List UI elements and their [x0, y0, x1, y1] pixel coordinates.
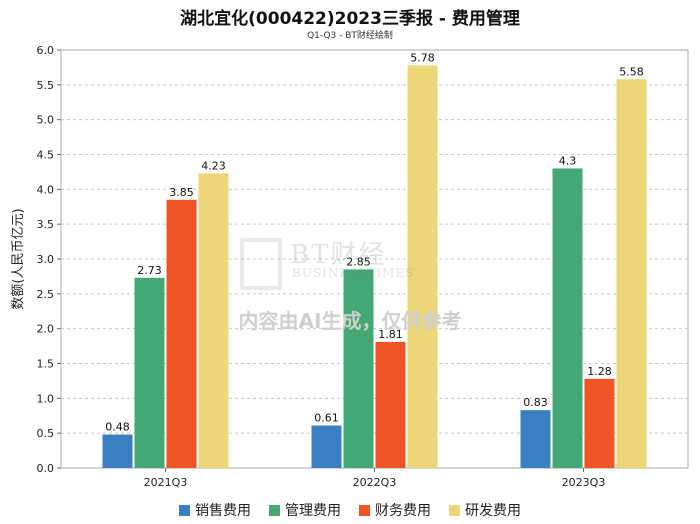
bt-logo-icon [240, 238, 282, 290]
y-tick-label: 2.5 [37, 288, 55, 301]
bar-value-label: 3.85 [169, 186, 194, 199]
y-axis-title: 数额(人民币亿元) [11, 208, 26, 309]
legend-swatch [449, 504, 460, 516]
legend-label: 管理费用 [285, 503, 341, 519]
legend-item: 研发费用 [449, 500, 521, 520]
bar [343, 269, 374, 468]
bar-value-label: 1.28 [587, 365, 612, 378]
y-tick-label: 4.5 [37, 149, 55, 162]
legend-label: 研发费用 [465, 503, 521, 519]
y-tick-label: 1.0 [37, 392, 55, 405]
bar-value-label: 1.81 [378, 328, 403, 341]
bar [198, 173, 229, 468]
bar [552, 168, 583, 468]
legend-swatch [179, 504, 190, 516]
bar-value-label: 0.48 [105, 421, 130, 434]
legend: 销售费用 管理费用 财务费用 研发费用 [0, 500, 700, 520]
bar [520, 410, 551, 468]
bar [166, 199, 197, 469]
x-tick-label: 2023Q3 [562, 476, 606, 489]
bar-value-label: 0.83 [523, 396, 548, 409]
bar [134, 277, 165, 468]
y-tick-label: 5.5 [37, 79, 55, 92]
bar-value-label: 2.85 [346, 255, 371, 268]
bar-value-label: 4.3 [559, 154, 577, 167]
bar-value-label: 2.73 [137, 264, 162, 277]
y-tick-label: 6.0 [37, 44, 55, 57]
y-tick-label: 0.5 [37, 427, 55, 440]
bar [375, 341, 406, 468]
ai-disclaimer: 内容由AI生成，仅供参考 [238, 309, 462, 333]
legend-item: 销售费用 [179, 500, 251, 520]
y-tick-label: 2.0 [37, 323, 55, 336]
x-tick-label: 2021Q3 [144, 476, 188, 489]
bar [102, 434, 133, 468]
bar [616, 79, 647, 468]
bar [407, 65, 438, 469]
bar-value-label: 5.78 [410, 51, 435, 64]
bar [584, 378, 615, 468]
legend-label: 财务费用 [375, 503, 431, 519]
watermark-sub: BUSINESSTIMES [292, 266, 415, 280]
chart-subtitle: Q1-Q3 - BT财经绘制 [307, 31, 393, 41]
y-tick-label: 0.0 [37, 462, 55, 475]
chart-title: 湖北宜化(000422)2023三季报 - 费用管理 [180, 9, 520, 29]
watermark-brand: BT财经 [290, 240, 387, 270]
y-tick-label: 3.0 [37, 253, 55, 266]
watermark: BT财经 BUSINESSTIMES [240, 238, 480, 298]
legend-item: 财务费用 [359, 500, 431, 520]
legend-swatch [269, 504, 280, 516]
legend-label: 销售费用 [195, 503, 251, 519]
y-tick-label: 5.0 [37, 114, 55, 127]
x-tick-label: 2022Q3 [353, 476, 397, 489]
legend-item: 管理费用 [269, 500, 341, 520]
bar-value-label: 4.23 [201, 159, 226, 172]
bar [311, 425, 342, 468]
y-tick-label: 3.5 [37, 218, 55, 231]
bar-value-label: 0.61 [314, 412, 339, 425]
legend-swatch [359, 504, 370, 516]
bar-value-label: 5.58 [619, 65, 644, 78]
y-tick-label: 4.0 [37, 183, 55, 196]
y-tick-label: 1.5 [37, 358, 55, 371]
